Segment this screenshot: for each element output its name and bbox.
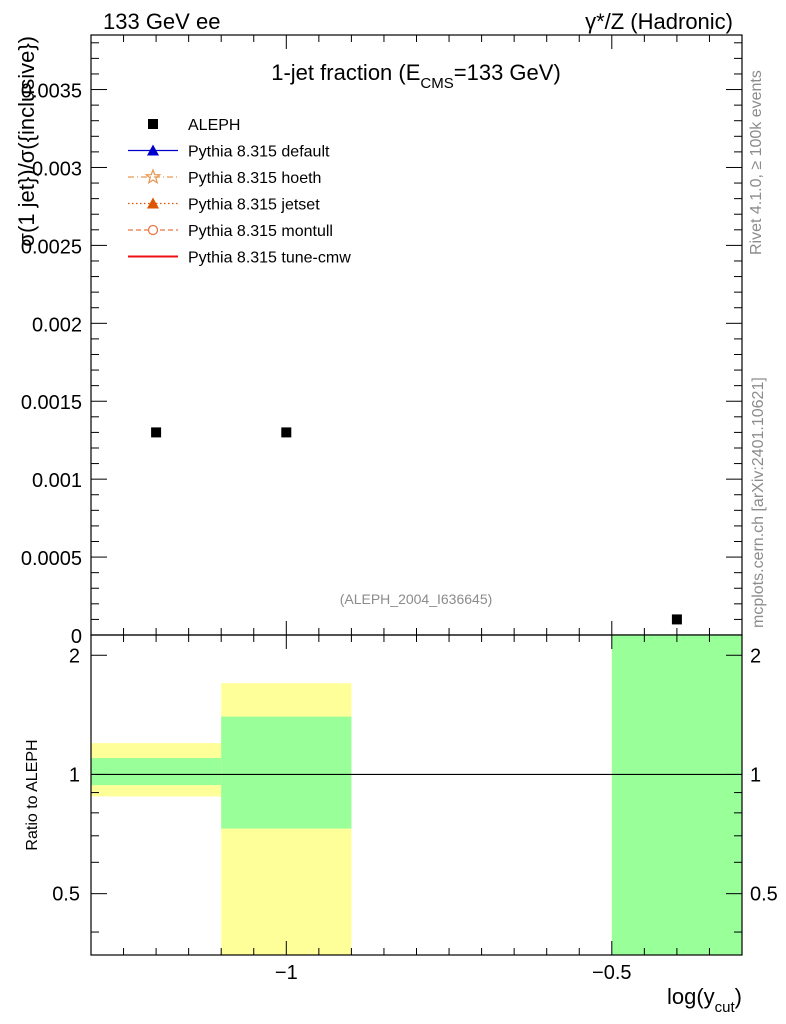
legend-label: ALEPH [188,117,240,134]
analysis-watermark: (ALEPH_2004_I636645) [340,591,493,607]
ratio-y-tick-label-right: 1 [750,764,761,786]
ratio-bands [91,635,742,955]
main-ticks: 0 0.0005 0.001 0.0015 0.002 0.0025 0.003 0.0035 [21,35,743,648]
legend-label: Pythia 8.315 montull [188,223,333,240]
ratio-band-green [611,635,742,955]
y-tick-label: 0.0035 [21,81,82,103]
main-panel: 0 0.0005 0.001 0.0015 0.002 0.0025 0.003 0.0035… [14,34,743,648]
y-tick-label: 0.002 [32,314,82,336]
y-tick-label: 0.0015 [21,392,82,414]
legend: ALEPH Pythia 8.315 default Pythia 8.315 ho… [128,117,351,267]
main-data-points [151,427,682,625]
rivet-version-text: Rivet 4.1.0, ≥ 100k events [748,70,765,255]
aleph-data-point [281,427,292,438]
main-ylabel: σ(1 jet})/σ({inclusive}) [14,36,39,247]
header-right: γ*/Z (Hadronic) [585,9,733,34]
ratio-band-green [91,758,222,786]
ratio-y-tick-label-left: 0.5 [52,884,80,906]
xlabel-end: ) [735,984,742,1009]
ratio-band-green [221,716,352,829]
main-title: 1-jet fraction (ECMS=133 GeV) [271,60,561,92]
ratio-y-tick-label-left: 2 [69,645,80,667]
y-tick-label: 0.001 [32,470,82,492]
legend-label: Pythia 8.315 jetset [188,197,320,214]
y-tick-label: 0.0005 [21,548,82,570]
ratio-panel: −1 −0.5 0.5 0.5 1 1 2 2 Ratio to ALEPH log(ycut… [24,634,778,1016]
y-tick-label: 0 [71,626,82,648]
title-main: 1-jet fraction (E [271,60,420,85]
ratio-y-tick-label-right: 2 [750,645,761,667]
x-tick-label: −0.5 [592,962,631,984]
header-left: 133 GeV ee [103,9,220,34]
x-tick-label: −1 [275,962,298,984]
title-end: =133 GeV) [454,60,561,85]
legend-label: Pythia 8.315 default [188,144,330,161]
mcplots-text: mcplots.cern.ch [arXiv:2401.10621] [750,377,767,628]
ratio-y-tick-label-left: 1 [69,764,80,786]
title-sub: CMS [420,75,453,92]
legend-marker [144,168,162,185]
xlabel-sub: cut [715,999,736,1016]
xlabel-main: log(y [667,984,715,1009]
ratio-ticks: −1 −0.5 0.5 0.5 1 1 2 2 [52,635,778,984]
aleph-data-point [671,614,682,625]
legend-marker [147,224,159,236]
ratio-y-tick-label-right: 0.5 [750,884,778,906]
legend-marker [147,144,159,156]
y-tick-label: 0.003 [32,158,82,180]
legend-marker [147,197,159,209]
legend-label: Pythia 8.315 tune-cmw [188,250,351,267]
ratio-xlabel: log(ycut) [667,984,742,1016]
y-tick-label: 0.0025 [21,236,82,258]
aleph-data-point [151,427,162,438]
ratio-ylabel: Ratio to ALEPH [24,739,41,850]
legend-label: Pythia 8.315 hoeth [188,170,321,187]
legend-marker [148,119,158,129]
